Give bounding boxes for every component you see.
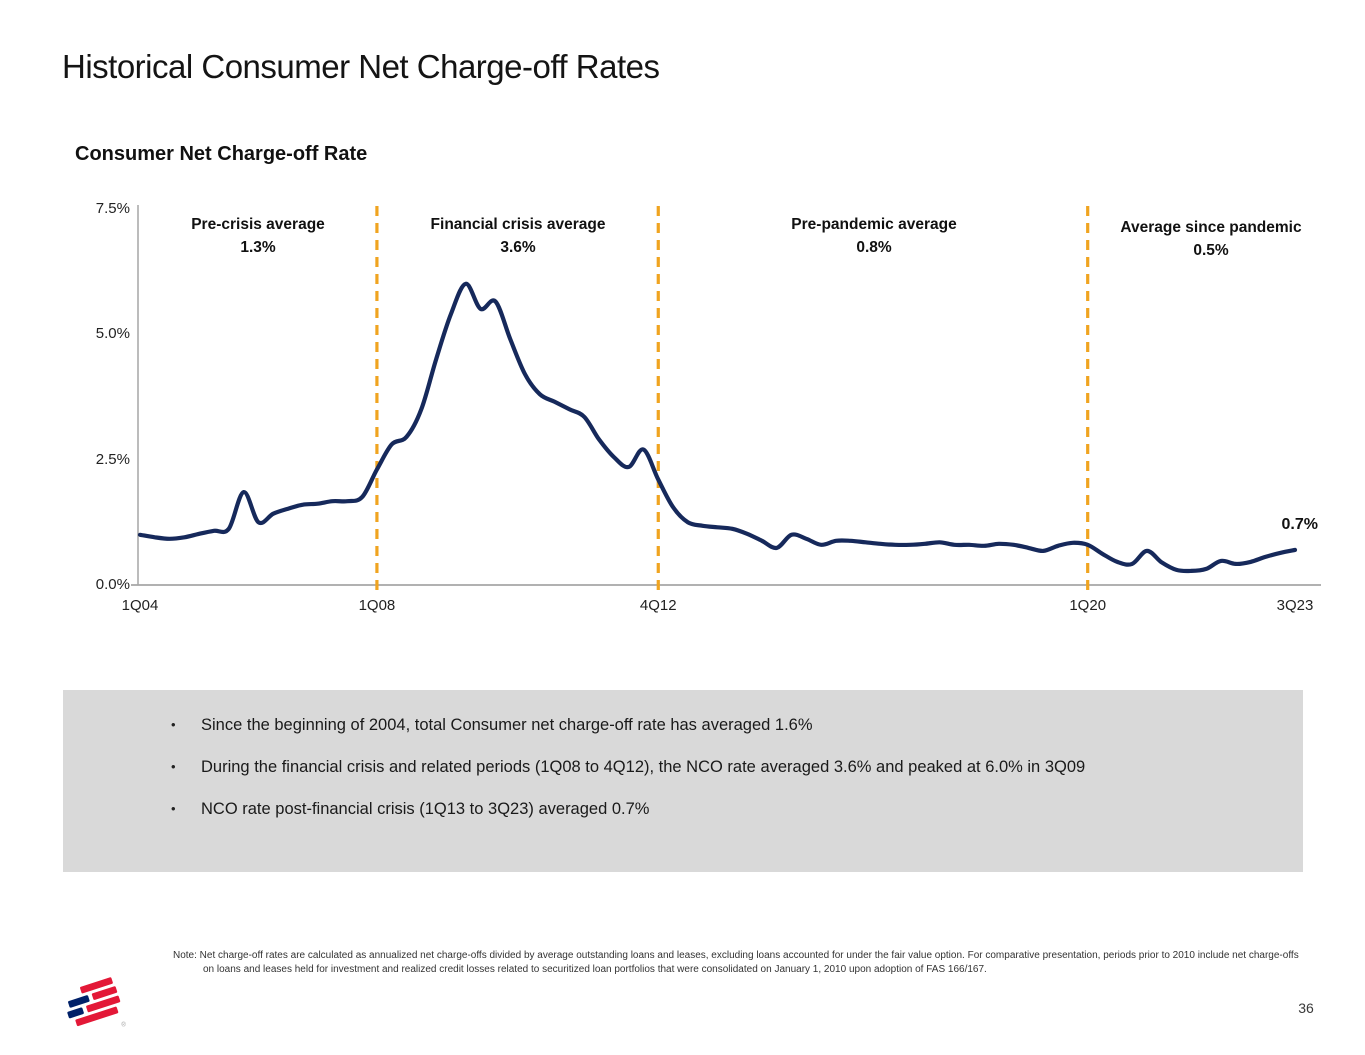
list-item: • During the financial crisis and relate…: [171, 756, 1303, 778]
annotation-value: 3.6%: [500, 239, 536, 256]
chart-title: Consumer Net Charge-off Rate: [75, 143, 368, 165]
axes: [131, 205, 1321, 586]
end-point-label: 0.7%: [1281, 516, 1318, 533]
bullet-text: NCO rate post-financial crisis (1Q13 to …: [201, 800, 650, 818]
annotation-financial-crisis: Financial crisis average 3.6%: [431, 213, 606, 259]
annotation-label: Average since pandemic: [1120, 219, 1302, 236]
bullet-icon: •: [171, 759, 176, 774]
x-axis-tick: 1Q20: [1069, 597, 1107, 614]
svg-text:®: ®: [121, 1022, 126, 1029]
page-title: Historical Consumer Net Charge-off Rates: [62, 48, 660, 85]
y-axis-tick: 0.0%: [95, 576, 130, 593]
x-axis-tick: 1Q08: [358, 597, 396, 614]
bullet-icon: •: [171, 801, 176, 816]
y-axis-tick: 2.5%: [95, 450, 130, 468]
page-number: 36: [1298, 1000, 1314, 1016]
annotation-value: 1.3%: [240, 239, 276, 256]
summary-box: • Since the beginning of 2004, total Con…: [63, 690, 1303, 872]
bullet-text: Since the beginning of 2004, total Consu…: [201, 716, 813, 734]
y-axis-tick: 7.5%: [95, 199, 130, 217]
annotation-since-pandemic: Average since pandemic 0.5%: [1120, 216, 1301, 262]
bullet-text: During the financial crisis and related …: [201, 758, 1086, 776]
x-axis-tick: 4Q12: [639, 597, 677, 614]
annotation-label: Pre-pandemic average: [791, 216, 957, 233]
annotation-value: 0.5%: [1193, 242, 1229, 259]
annotation-pre-pandemic: Pre-pandemic average 0.8%: [791, 213, 956, 259]
y-axis-tick: 5.0%: [95, 325, 130, 342]
footnote: Note: Net charge-off rates are calculate…: [173, 950, 1299, 975]
list-item: • Since the beginning of 2004, total Con…: [171, 714, 1303, 736]
x-axis-tick: 3Q23: [1276, 597, 1314, 614]
annotation-value: 0.8%: [856, 239, 892, 256]
period-divider-lines: [375, 206, 1090, 594]
list-item: • NCO rate post-financial crisis (1Q13 t…: [171, 798, 1303, 820]
bank-of-america-flag-icon: ®: [67, 977, 126, 1029]
bullet-icon: •: [171, 717, 176, 732]
annotation-label: Financial crisis average: [430, 216, 606, 233]
annotation-label: Pre-crisis average: [191, 216, 325, 233]
nco-rate-line: [137, 281, 1298, 574]
x-axis-tick: 1Q04: [121, 597, 159, 614]
annotation-pre-crisis: Pre-crisis average 1.3%: [191, 213, 325, 259]
